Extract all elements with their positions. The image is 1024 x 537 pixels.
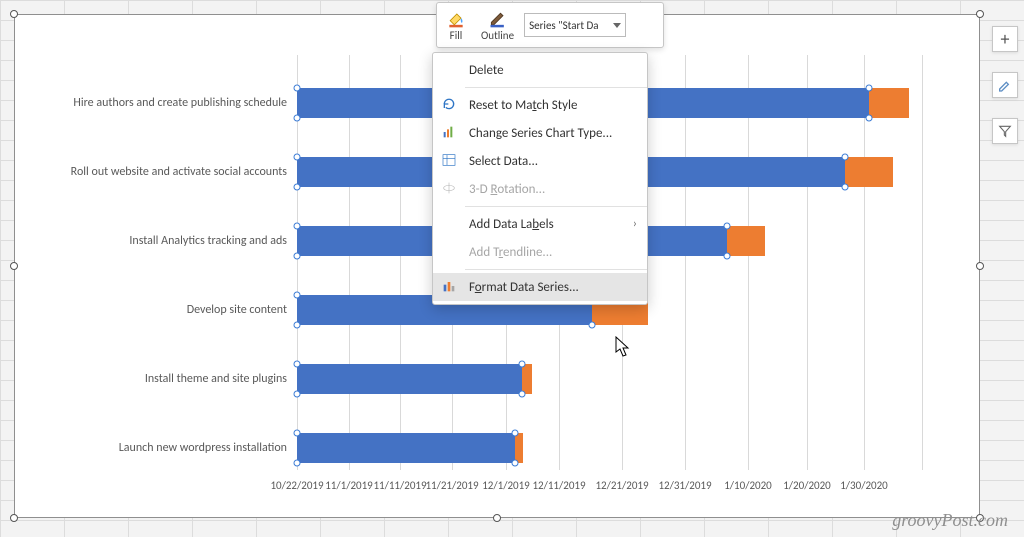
series-start-date-bar[interactable] [297, 364, 522, 394]
format-series-icon [441, 278, 459, 296]
category-label: Roll out website and activate social acc… [27, 165, 287, 179]
outline-icon [487, 9, 509, 29]
series-selection-handle[interactable] [294, 391, 301, 398]
series-selection-handle[interactable] [512, 430, 519, 437]
brush-icon [997, 77, 1013, 93]
series-selection-handle[interactable] [519, 391, 526, 398]
menu-item-label: 3-D Rotation... [469, 182, 545, 197]
x-tick-label: 11/1/2019 [325, 479, 373, 492]
series-selection-handle[interactable] [294, 322, 301, 329]
chart-elements-button[interactable]: + [992, 26, 1018, 52]
series-duration-bar[interactable] [727, 226, 765, 256]
series-selection-handle[interactable] [589, 322, 596, 329]
menu-item-label: Reset to Match Style [469, 98, 577, 113]
series-selector[interactable]: Series "Start Da [524, 13, 626, 37]
blank-icon [441, 243, 459, 261]
series-start-date-bar[interactable] [297, 433, 515, 463]
watermark: groovyPost.com [892, 510, 1008, 531]
x-tick-label: 12/31/2019 [658, 479, 711, 492]
menu-separator [465, 206, 647, 207]
series-selection-handle[interactable] [294, 253, 301, 260]
menu-item-label: Delete [469, 63, 504, 78]
chart-styles-button[interactable] [992, 72, 1018, 98]
rotate-3d-icon [441, 180, 459, 198]
series-selection-handle[interactable] [294, 292, 301, 299]
menu-item[interactable]: Select Data... [433, 147, 647, 175]
blank-icon [441, 61, 459, 79]
series-selection-handle[interactable] [724, 253, 731, 260]
series-duration-bar[interactable] [515, 433, 523, 463]
fill-label: Fill [450, 29, 463, 42]
series-selection-handle[interactable] [519, 361, 526, 368]
category-label: Launch new wordpress installation [27, 441, 287, 455]
x-tick-label: 10/22/2019 [270, 479, 323, 492]
context-menu: Delete Reset to Match Style Change Series … [432, 52, 648, 305]
gridline [922, 55, 923, 470]
series-selection-handle[interactable] [294, 223, 301, 230]
outline-label: Outline [481, 29, 514, 42]
x-tick-label: 12/21/2019 [595, 479, 648, 492]
x-tick-label: 11/21/2019 [425, 479, 478, 492]
menu-item-label: Select Data... [469, 154, 538, 169]
category-label: Develop site content [27, 303, 287, 317]
series-selection-handle[interactable] [294, 361, 301, 368]
menu-item-label: Add Data Labels [469, 217, 554, 232]
menu-item[interactable]: Format Data Series... [433, 273, 647, 301]
chart-filters-button[interactable] [992, 118, 1018, 144]
x-tick-label: 1/30/2020 [840, 479, 888, 492]
menu-item: Add Trendline... [433, 238, 647, 266]
series-selection-handle[interactable] [512, 460, 519, 467]
chart-type-icon [441, 124, 459, 142]
x-tick-label: 12/11/2019 [532, 479, 585, 492]
series-selection-handle[interactable] [842, 184, 849, 191]
category-label: Install theme and site plugins [27, 372, 287, 386]
menu-item-label: Change Series Chart Type... [469, 126, 612, 141]
x-tick-label: 12/1/2019 [482, 479, 530, 492]
x-tick-label: 1/10/2020 [724, 479, 772, 492]
fill-icon [445, 9, 467, 29]
mini-toolbar: Fill Outline Series "Start Da [436, 2, 664, 48]
menu-item[interactable]: Reset to Match Style [433, 91, 647, 119]
menu-item: 3-D Rotation... [433, 175, 647, 203]
series-duration-bar[interactable] [845, 157, 893, 187]
series-duration-bar[interactable] [522, 364, 532, 394]
series-duration-bar[interactable] [869, 88, 909, 118]
menu-item[interactable]: Delete [433, 56, 647, 84]
menu-item-label: Add Trendline... [469, 245, 552, 260]
y-axis-labels: Hire authors and create publishing sched… [15, 55, 297, 470]
category-label: Install Analytics tracking and ads [27, 234, 287, 248]
series-selector-text: Series "Start Da [529, 19, 598, 32]
blank-icon [441, 215, 459, 233]
series-selection-handle[interactable] [866, 115, 873, 122]
menu-item-label: Format Data Series... [469, 280, 579, 295]
menu-separator [465, 87, 647, 88]
series-selection-handle[interactable] [294, 85, 301, 92]
outline-button[interactable]: Outline [477, 8, 518, 43]
menu-item[interactable]: Change Series Chart Type... [433, 119, 647, 147]
menu-separator [465, 269, 647, 270]
series-selection-handle[interactable] [294, 184, 301, 191]
series-selection-handle[interactable] [724, 223, 731, 230]
series-selection-handle[interactable] [294, 430, 301, 437]
series-selection-handle[interactable] [294, 460, 301, 467]
category-label: Hire authors and create publishing sched… [27, 96, 287, 110]
plus-icon: + [1001, 30, 1010, 48]
x-tick-label: 11/11/2019 [373, 479, 426, 492]
x-tick-label: 1/20/2020 [783, 479, 831, 492]
submenu-arrow-icon: › [633, 217, 637, 231]
series-selection-handle[interactable] [294, 154, 301, 161]
series-selection-handle[interactable] [866, 85, 873, 92]
reset-icon [441, 96, 459, 114]
series-selection-handle[interactable] [294, 115, 301, 122]
filter-icon [997, 123, 1013, 139]
fill-button[interactable]: Fill [441, 8, 471, 43]
menu-item[interactable]: Add Data Labels › [433, 210, 647, 238]
select-data-icon [441, 152, 459, 170]
x-axis: 10/22/201911/1/201911/11/201911/21/20191… [297, 475, 965, 505]
series-selection-handle[interactable] [842, 154, 849, 161]
